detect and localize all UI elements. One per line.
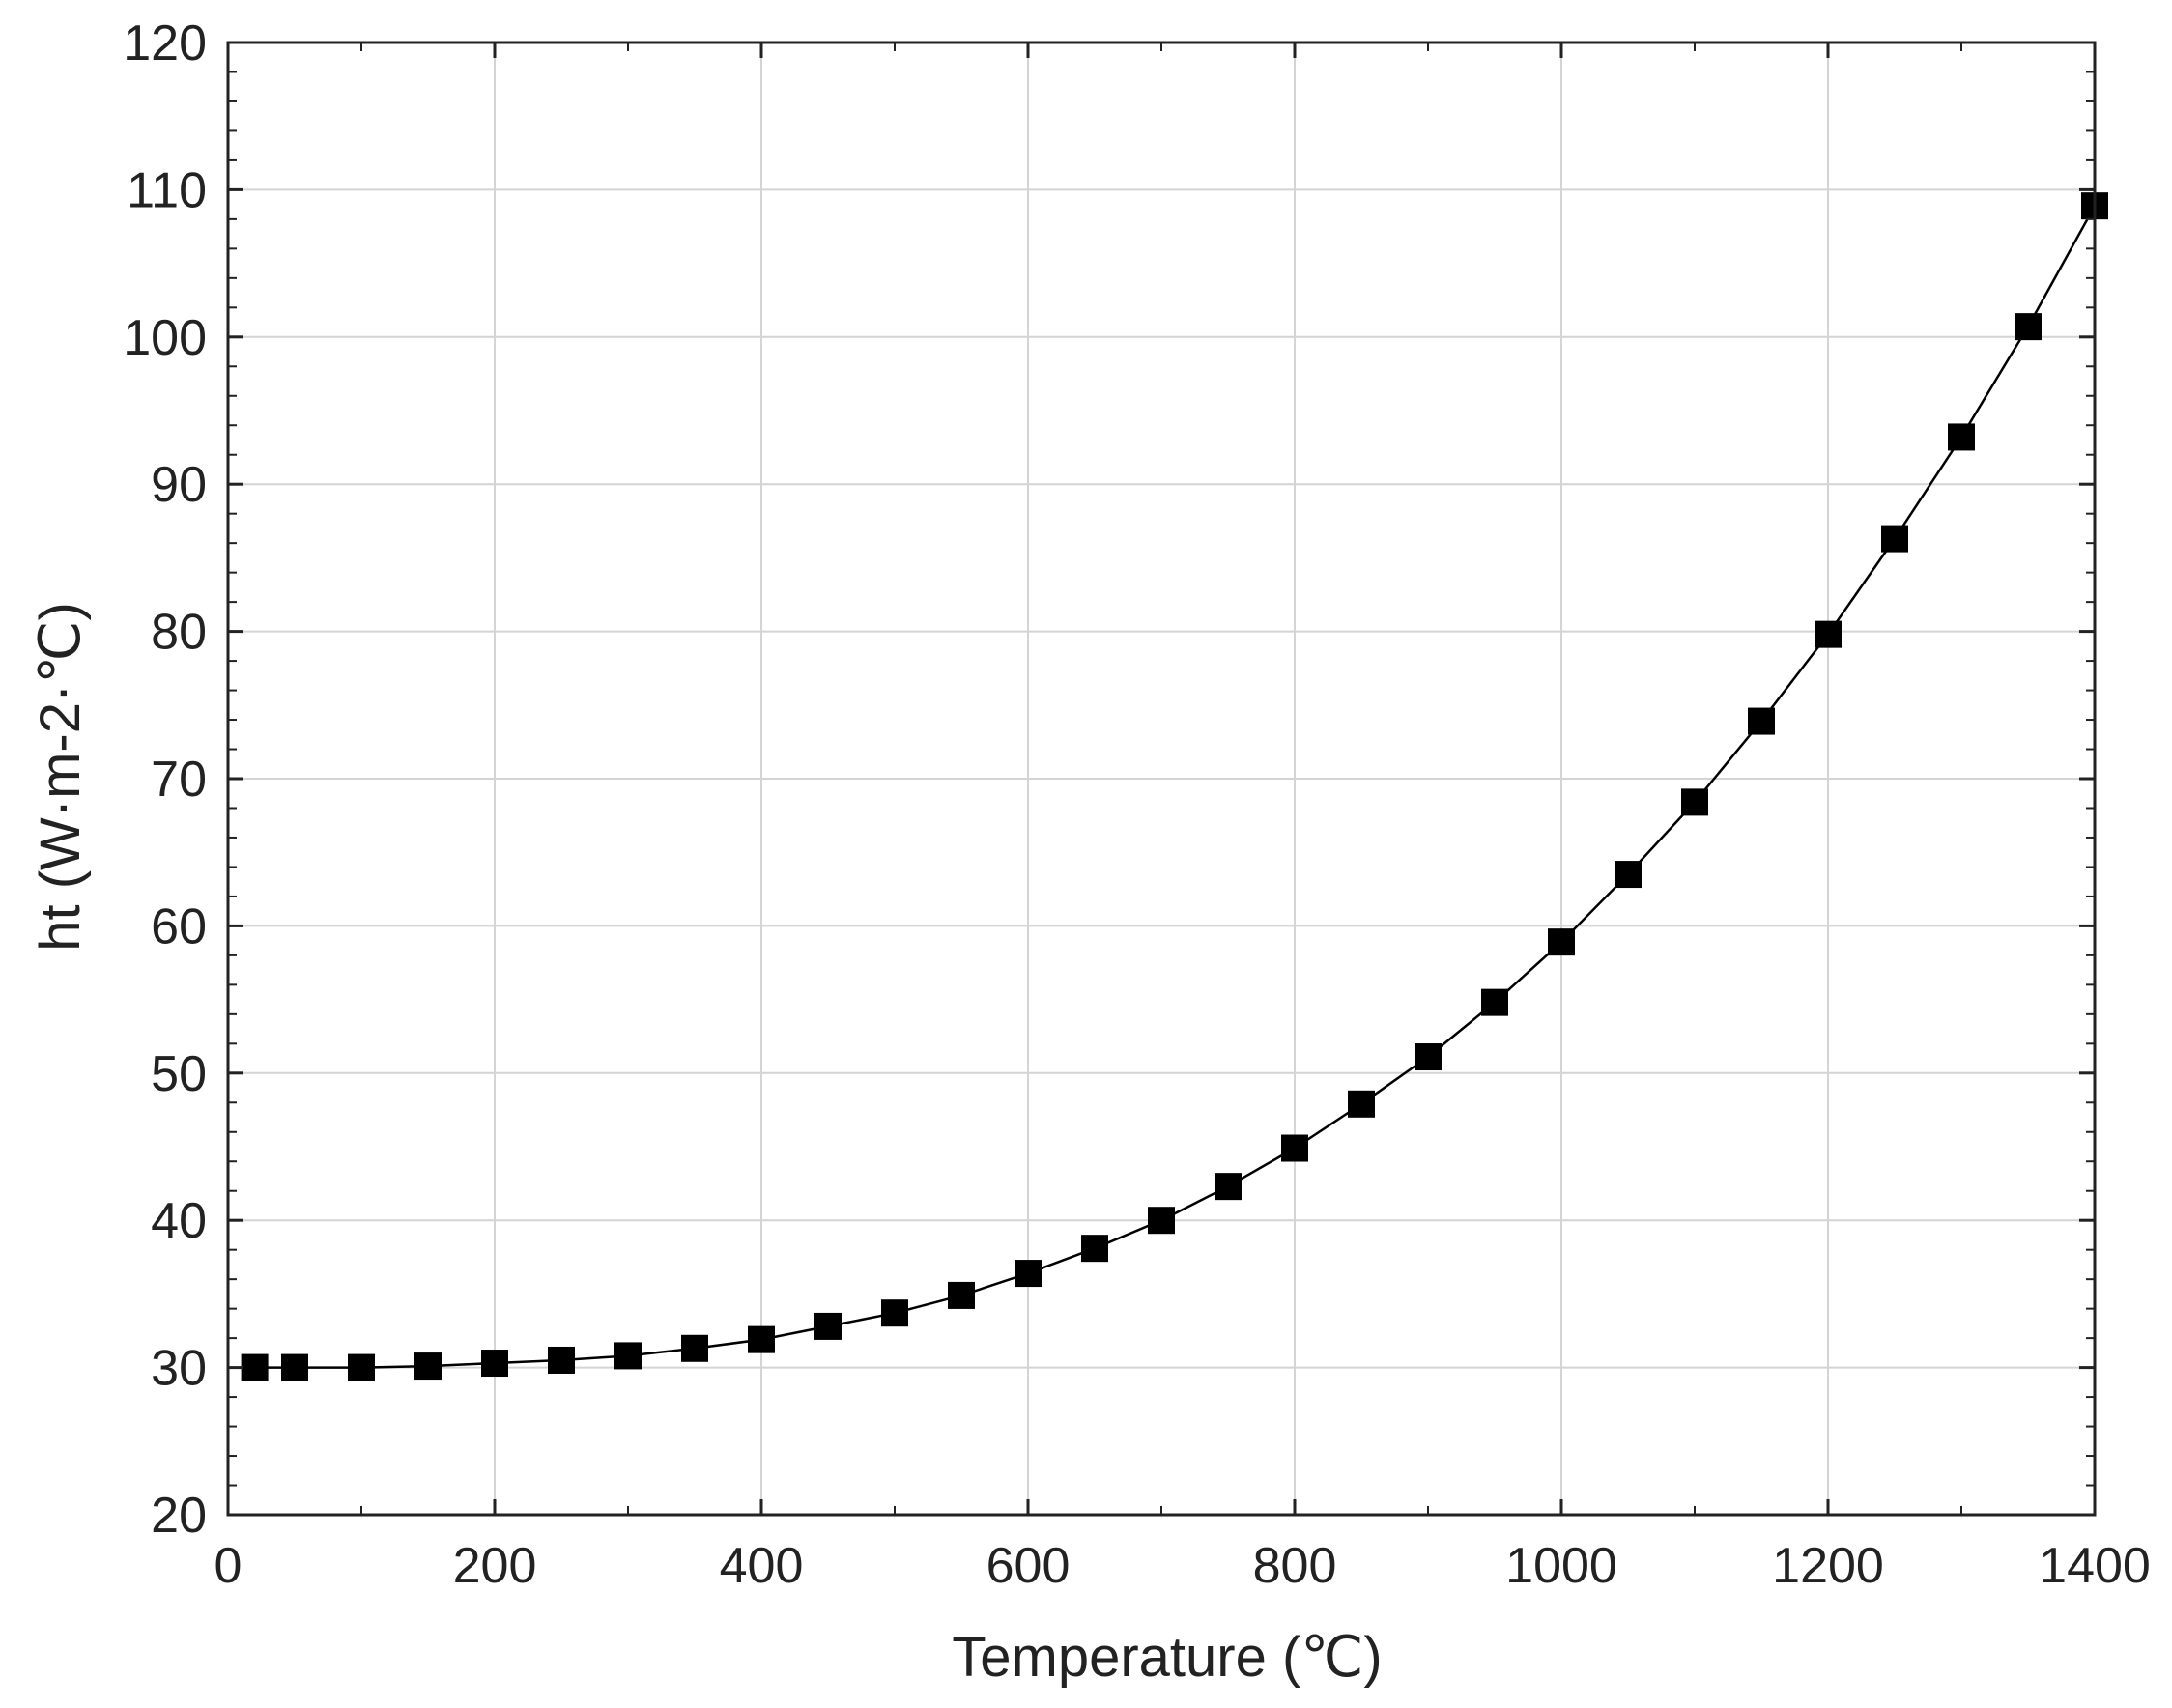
x-tick-label: 1000 (1505, 1538, 1617, 1594)
y-tick-label: 40 (151, 1193, 207, 1249)
y-tick-label: 110 (127, 162, 207, 218)
y-tick-label: 50 (151, 1046, 207, 1102)
y-tick-label: 70 (151, 752, 207, 808)
y-axis-title: ht (W·m-2·℃) (29, 602, 92, 952)
fit-curve (254, 205, 2097, 1369)
x-tick-label: 200 (453, 1538, 537, 1594)
data-point (548, 1346, 575, 1374)
y-tick-labels: 20 30 40 50 60 70 80 90 100 110 120 (123, 15, 207, 1544)
data-point (1081, 1235, 1108, 1263)
y-tick-label: 120 (123, 15, 207, 71)
data-point (1281, 1134, 1308, 1162)
data-point (748, 1325, 775, 1353)
data-point (1881, 525, 1908, 553)
data-point (1215, 1173, 1242, 1201)
grid-lines (228, 43, 2095, 1515)
data-point (681, 1334, 708, 1362)
x-tick-label: 800 (1253, 1538, 1337, 1594)
data-point (1748, 707, 1775, 735)
axes (226, 41, 2097, 1517)
data-point (2015, 313, 2042, 341)
data-point (814, 1312, 842, 1340)
data-point (614, 1342, 642, 1370)
data-markers (241, 192, 2108, 1381)
data-point (348, 1353, 375, 1381)
data-point (1481, 988, 1508, 1016)
data-point (1815, 620, 1842, 648)
data-point (1615, 861, 1642, 889)
series-line (254, 205, 2097, 1369)
data-point (414, 1352, 442, 1381)
x-tick-label: 1200 (1772, 1538, 1884, 1594)
x-tick-labels: 0 200 400 600 800 1000 1200 1400 (214, 1538, 2151, 1594)
x-tick-label: 0 (214, 1538, 243, 1594)
data-point (1348, 1090, 1375, 1118)
y-tick-label: 90 (151, 457, 207, 513)
data-point (1148, 1207, 1175, 1235)
x-tick-label: 400 (720, 1538, 804, 1594)
data-point (281, 1353, 308, 1381)
x-axis-title: Temperature (℃) (952, 1626, 1382, 1689)
x-tick-label: 600 (986, 1538, 1071, 1594)
data-point (1415, 1043, 1442, 1071)
x-tick-label: 1400 (2039, 1538, 2151, 1594)
y-tick-label: 20 (151, 1488, 207, 1544)
y-tick-label: 60 (151, 898, 207, 954)
y-tick-label: 100 (123, 310, 207, 366)
data-point (1681, 788, 1708, 816)
data-point (1548, 928, 1575, 956)
plot-frame (226, 41, 2097, 1517)
data-point (1015, 1260, 1042, 1288)
data-point (948, 1281, 975, 1309)
y-tick-label: 30 (151, 1341, 207, 1397)
data-point (881, 1299, 908, 1327)
data-point (241, 1353, 269, 1381)
data-point (1948, 423, 1975, 451)
data-point (481, 1350, 508, 1378)
y-tick-label: 80 (151, 605, 207, 661)
